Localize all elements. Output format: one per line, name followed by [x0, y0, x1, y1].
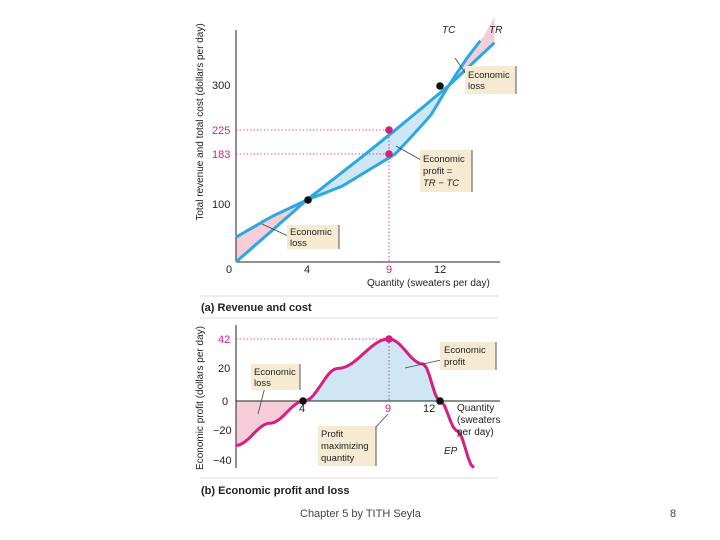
callout-leader-loss-top	[454, 57, 467, 75]
x-tick-label-9: 9	[386, 264, 392, 276]
callout-leader-loss-b	[257, 386, 266, 415]
callout-text-profit-a-2: profit =	[423, 166, 453, 177]
panel-economic-profit: Economic profit (dollars per day) 42 20 …	[195, 325, 500, 497]
callout-text-loss-b-1: Economic	[254, 367, 296, 378]
callout-text-profit-a-3: TR − TC	[423, 178, 459, 189]
x-axis-title-b-3: per day)	[457, 427, 494, 438]
y-tick-label-neg20: −20	[213, 425, 232, 437]
max-profit-point	[385, 335, 393, 343]
callout-leader-profit-b	[404, 359, 442, 369]
x-axis-title-b-1: Quantity	[457, 403, 494, 414]
callout-text-profit-a-1: Economic	[423, 154, 465, 165]
panel-revenue-cost: Total revenue and total cost (dollars pe…	[195, 16, 517, 319]
y-tick-label-225: 225	[212, 125, 230, 137]
callout-text-loss-top-2: loss	[468, 81, 485, 92]
footer-text: Chapter 5 by TITH Seyla	[300, 508, 421, 520]
economic-profit-area-b	[304, 338, 440, 401]
y-tick-label-100: 100	[212, 199, 230, 211]
ep-curve-label: EP	[444, 446, 458, 457]
y-tick-label-20: 20	[218, 363, 230, 375]
tc-curve-label: TC	[442, 25, 456, 36]
callout-text-max-qty-3: quantity	[321, 453, 355, 464]
ep-curve	[235, 337, 476, 469]
y-tick-label-183: 183	[212, 149, 230, 161]
x-axis-title-b-2: (sweaters	[457, 415, 500, 426]
panel-caption-b: (b) Economic profit and loss	[201, 485, 350, 497]
callout-box-loss-bottom	[287, 225, 339, 249]
tc-point-q9	[385, 150, 393, 158]
callout-text-max-qty-1: Profit	[321, 429, 344, 440]
x-axis-title-a: Quantity (sweaters per day)	[367, 278, 490, 289]
callout-text-loss-top-1: Economic	[468, 70, 510, 81]
tr-curve-label: TR	[489, 25, 502, 36]
page-number: 8	[670, 508, 677, 520]
x-tick-label-12-b: 12	[423, 403, 435, 415]
y-axis-title-b: Economic profit (dollars per day)	[195, 326, 206, 470]
callout-box-loss-b	[251, 364, 300, 390]
x-tick-label-9-b: 9	[385, 403, 391, 415]
y-tick-label-42: 42	[218, 334, 230, 346]
callout-text-loss-bottom-1: Economic	[290, 227, 332, 238]
break-even-point-high	[436, 82, 444, 90]
callout-box-max-qty	[318, 426, 376, 466]
callout-leader-max-qty	[374, 413, 389, 429]
y-axis-title-a: Total revenue and total cost (dollars pe…	[195, 23, 206, 220]
callout-text-profit-b-2: profit	[444, 357, 465, 368]
x-tick-label-12: 12	[434, 264, 446, 276]
callout-box-loss-top	[465, 66, 516, 94]
y-tick-label-300: 300	[212, 80, 230, 92]
callout-text-loss-bottom-2: loss	[290, 238, 307, 249]
y-tick-label-neg40: −40	[213, 455, 232, 467]
callout-text-loss-b-2: loss	[254, 378, 271, 389]
x-tick-label-0: 0	[226, 264, 232, 276]
tr-point-q9	[385, 126, 393, 134]
callout-leader-loss-bottom	[261, 223, 289, 237]
tc-line	[235, 39, 482, 239]
callout-leader-profit-a	[395, 145, 422, 161]
zero-profit-point-low	[299, 397, 307, 405]
break-even-point-low	[304, 196, 312, 204]
callout-text-profit-b-1: Economic	[444, 345, 486, 356]
callout-text-max-qty-2: maximizing	[321, 441, 369, 452]
zero-profit-point-high	[436, 397, 444, 405]
x-tick-label-4-b: 4	[299, 403, 305, 415]
y-tick-label-0-b: 0	[222, 396, 228, 408]
callout-box-profit-b	[440, 342, 496, 370]
x-tick-label-4: 4	[304, 264, 310, 276]
callout-box-profit-a	[420, 150, 472, 192]
panel-caption-a: (a) Revenue and cost	[201, 302, 312, 314]
